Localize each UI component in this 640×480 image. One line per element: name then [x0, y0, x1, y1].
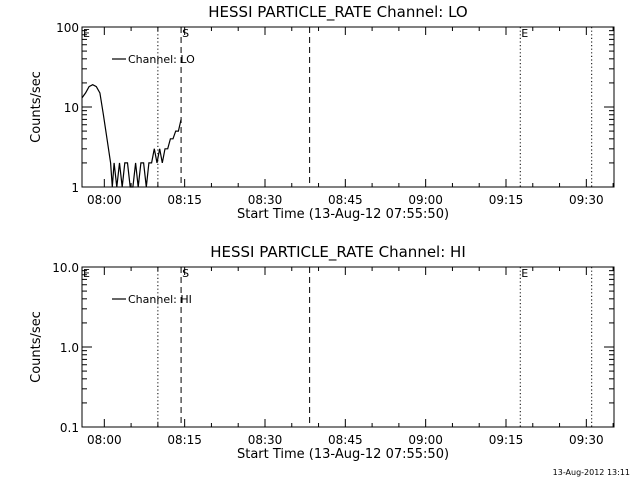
chart-title: HESSI PARTICLE_RATE Channel: HI	[210, 243, 466, 262]
x-tick-label: 09:00	[408, 193, 443, 207]
y-tick-label: 1	[71, 181, 79, 195]
x-axis-label: Start Time (13-Aug-12 07:55:50)	[237, 447, 449, 462]
x-tick-label: 08:30	[248, 193, 283, 207]
y-tick-label: 0.1	[60, 421, 79, 435]
x-tick-label: 08:15	[167, 193, 202, 207]
series-line	[81, 84, 182, 188]
y-tick-label: 10.0	[52, 261, 79, 275]
x-tick-label: 09:30	[569, 193, 604, 207]
edge-marker-label: E	[83, 27, 90, 40]
x-axis-label: Start Time (13-Aug-12 07:55:50)	[237, 207, 449, 222]
y-tick-label: 1.0	[60, 341, 79, 355]
footer-timestamp: 13-Aug-2012 13:11	[552, 468, 630, 477]
y-axis-label: Counts/sec	[29, 71, 44, 143]
legend-label: Channel: HI	[128, 293, 192, 306]
x-tick-label: 09:00	[408, 433, 443, 447]
x-tick-label: 09:30	[569, 433, 604, 447]
x-tick-label: 08:00	[87, 433, 122, 447]
event-marker-label: S	[182, 267, 189, 280]
legend-label: Channel: LO	[128, 53, 195, 66]
chart-panel-1: HESSI PARTICLE_RATE Channel: HI 08:00 08:1…	[29, 243, 615, 462]
y-tick-label: 100	[56, 21, 79, 35]
plot-frame	[81, 266, 615, 428]
chart-title: HESSI PARTICLE_RATE Channel: LO	[208, 3, 467, 22]
event-marker-label: E	[521, 267, 528, 280]
x-tick-label: 09:15	[489, 193, 524, 207]
x-tick-label: 08:45	[328, 193, 363, 207]
edge-marker-label: E	[83, 267, 90, 280]
x-tick-label: 08:30	[248, 433, 283, 447]
y-axis-label: Counts/sec	[29, 311, 44, 383]
chart-panel-0: HESSI PARTICLE_RATE Channel: LO 08:00 08:1…	[29, 3, 615, 222]
x-tick-label: 08:45	[328, 433, 363, 447]
y-tick-label: 10	[64, 101, 79, 115]
x-tick-label: 08:15	[167, 433, 202, 447]
event-marker-label: E	[521, 27, 528, 40]
x-tick-label: 09:15	[489, 433, 524, 447]
x-tick-label: 08:00	[87, 193, 122, 207]
event-marker-label: S	[182, 27, 189, 40]
